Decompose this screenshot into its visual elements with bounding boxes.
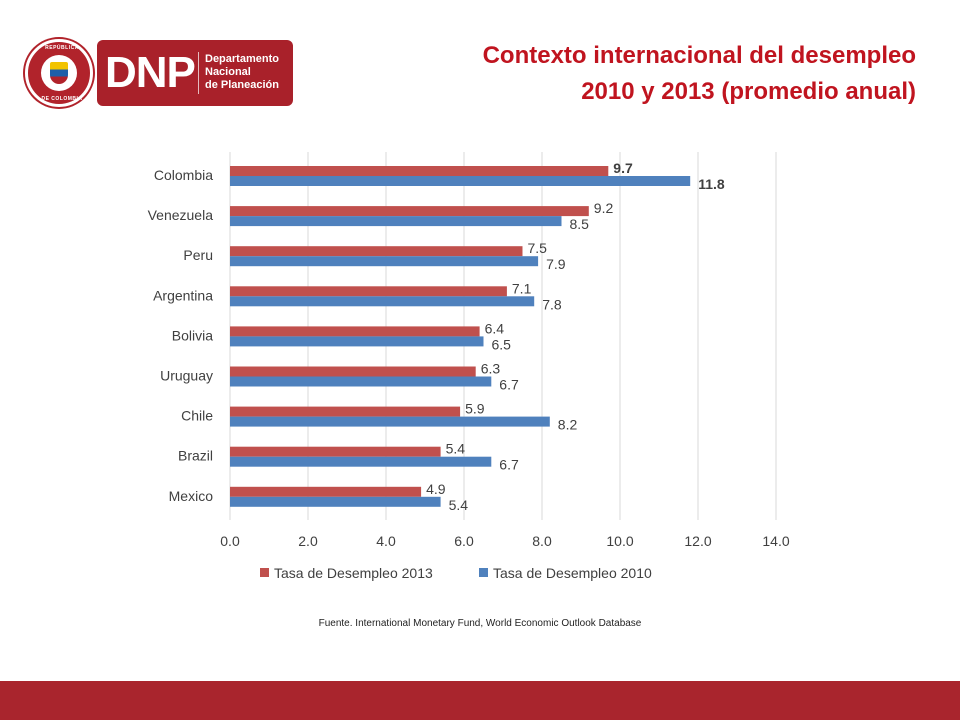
data-label: 7.5: [528, 240, 548, 256]
bar-2010: [230, 176, 691, 186]
data-label: 8.2: [558, 417, 578, 433]
brand-divider: [198, 52, 199, 94]
page-title: Contexto internacional del desempleo 201…: [483, 38, 916, 110]
x-tick-label: 14.0: [762, 533, 789, 549]
category-label: Colombia: [154, 167, 213, 183]
category-label: Mexico: [169, 488, 214, 504]
title-line-1: Contexto internacional del desempleo: [482, 42, 916, 69]
category-label: Bolivia: [172, 327, 213, 343]
legend-label: Tasa de Desempleo 2013: [274, 565, 433, 581]
data-label: 6.4: [485, 320, 505, 336]
x-tick-label: 6.0: [454, 533, 474, 549]
category-label: Peru: [183, 247, 213, 263]
brand-name-line-1: Departamento: [205, 53, 279, 65]
category-label: Argentina: [153, 287, 213, 303]
brand-name-line-2: Nacional: [205, 66, 251, 78]
data-label: 6.7: [499, 457, 519, 473]
legend-label: Tasa de Desempleo 2010: [493, 565, 652, 581]
x-tick-label: 4.0: [376, 533, 396, 549]
title-line-2: 2010 y 2013 (promedio anual): [581, 78, 916, 105]
x-tick-label: 10.0: [606, 533, 633, 549]
brand-name-line-3: de Planeación: [205, 79, 279, 91]
data-label: 11.8: [698, 176, 725, 192]
data-label: 6.3: [481, 361, 501, 377]
bar-2013: [230, 206, 589, 217]
bar-2010: [230, 496, 441, 507]
x-tick-label: 8.0: [532, 533, 552, 549]
brand-name: Departamento Nacional de Planeación: [205, 53, 279, 92]
legend-swatch: [479, 568, 488, 577]
bar-2013: [230, 326, 480, 337]
data-label: 5.9: [465, 401, 485, 417]
bar-2013: [230, 246, 523, 257]
data-label: 9.7: [613, 160, 633, 176]
data-label: 7.8: [542, 296, 562, 312]
data-label: 5.4: [446, 441, 466, 457]
data-label: 4.9: [426, 481, 446, 497]
data-label: 7.9: [546, 256, 566, 272]
x-tick-label: 0.0: [220, 533, 240, 549]
dnp-logo: REPÚBLICA DE COLOMBIA DNP Departamento N…: [25, 37, 293, 109]
category-label: Venezuela: [148, 207, 214, 223]
bar-2013: [230, 446, 441, 457]
category-label: Brazil: [178, 448, 213, 464]
seal-text-bottom: DE COLOMBIA: [41, 96, 83, 102]
colombia-seal-icon: REPÚBLICA DE COLOMBIA: [25, 39, 93, 107]
category-label: Chile: [181, 408, 213, 424]
source-note: Fuente. International Monetary Fund, Wor…: [318, 618, 642, 629]
data-label: 9.2: [594, 200, 614, 216]
bar-2010: [230, 296, 535, 307]
data-label: 8.5: [570, 216, 590, 232]
footer-bar: [0, 681, 960, 720]
coat-of-arms: [41, 55, 77, 91]
bar-2010: [230, 416, 550, 427]
data-label: 6.5: [492, 336, 512, 352]
bar-2010: [230, 216, 562, 227]
shield-icon: [50, 62, 68, 84]
seal-text-top: REPÚBLICA: [45, 45, 79, 51]
brand-acronym: DNP: [105, 48, 196, 97]
legend-swatch: [260, 568, 269, 577]
dnp-brand-box: DNP Departamento Nacional de Planeación: [97, 40, 293, 106]
data-label: 5.4: [449, 497, 469, 513]
bar-2010: [230, 256, 539, 267]
bar-2013: [230, 286, 507, 297]
bar-2010: [230, 336, 484, 347]
bar-2013: [230, 406, 461, 417]
x-tick-label: 12.0: [684, 533, 711, 549]
data-label: 6.7: [499, 377, 519, 393]
category-label: Uruguay: [160, 368, 213, 384]
bar-2013: [230, 366, 476, 377]
bar-2010: [230, 376, 492, 387]
x-tick-label: 2.0: [298, 533, 318, 549]
bar-2013: [230, 166, 609, 176]
bar-2013: [230, 486, 422, 497]
bar-2010: [230, 456, 492, 467]
data-label: 7.1: [512, 280, 532, 296]
